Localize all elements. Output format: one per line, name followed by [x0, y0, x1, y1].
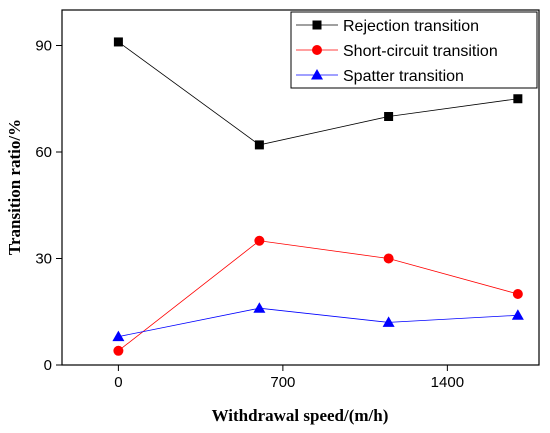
x-tick-label: 0 [114, 374, 122, 391]
y-tick-label: 30 [35, 251, 52, 268]
series-line [118, 307, 518, 337]
data-point [513, 94, 523, 104]
series-line [118, 41, 518, 146]
series-layer [112, 37, 524, 356]
data-point [113, 345, 124, 356]
y-axis-title: Transition ratio/% [5, 119, 24, 255]
data-point [383, 253, 394, 264]
data-point [113, 37, 123, 47]
x-axis-title: Withdrawal speed/(m/h) [212, 406, 389, 425]
axis-ticks: 0 700 1400 0 30 60 90 [35, 38, 464, 392]
data-point [254, 235, 265, 246]
y-tick-label: 90 [35, 38, 52, 55]
series-line [118, 240, 518, 352]
y-tick-label: 60 [35, 144, 52, 161]
data-point [512, 289, 523, 299]
legend-label: Spatter transition [343, 68, 464, 85]
legend-marker [311, 69, 323, 80]
x-tick-label: 700 [270, 374, 295, 391]
plot-frame [61, 9, 540, 366]
legend: Rejection transition Short-circuit transi… [290, 11, 538, 89]
series-square [113, 37, 523, 150]
legend-marker [312, 20, 322, 30]
data-point [253, 302, 266, 313]
data-point [382, 316, 395, 327]
data-point [254, 140, 264, 150]
legend-items: Rejection transition Short-circuit transi… [296, 18, 498, 85]
legend-label: Short-circuit transition [343, 43, 498, 60]
data-point [112, 330, 125, 342]
y-tick-label: 0 [44, 357, 52, 374]
data-point [384, 112, 394, 121]
series-circle [113, 235, 523, 356]
legend-label: Rejection transition [343, 18, 479, 35]
legend-marker [312, 45, 322, 55]
data-point [511, 309, 524, 320]
series-triangle [112, 302, 524, 342]
x-tick-label: 1400 [431, 374, 464, 391]
